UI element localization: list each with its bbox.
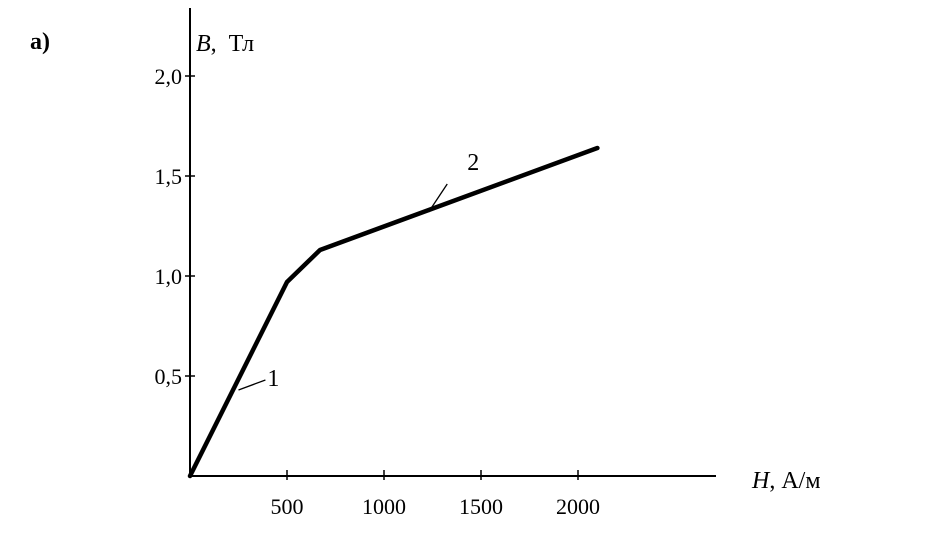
leader-line <box>238 379 266 391</box>
x-tick-label: 2000 <box>556 494 600 519</box>
x-tick-label: 500 <box>271 494 304 519</box>
x-tick-label: 1000 <box>362 494 406 519</box>
y-ticks: 0,5 1,0 1,5 2,0 <box>155 64 195 389</box>
curve-label: 1 <box>267 366 279 392</box>
y-tick-label: 0,5 <box>155 364 183 389</box>
y-tick-label: 2,0 <box>155 64 183 89</box>
x-axis-symbol: H <box>751 468 771 494</box>
x-axis-unit: , А/м <box>769 468 820 494</box>
x-axis-title: H, А/м <box>751 468 821 494</box>
y-tick-label: 1,5 <box>155 164 183 189</box>
curve-label: 2 <box>467 150 479 176</box>
y-tick-label: 1,0 <box>155 264 183 289</box>
x-ticks: 500 1000 1500 2000 <box>271 470 600 519</box>
series-line <box>187 145 600 479</box>
leader-line <box>428 183 448 213</box>
y-axis-unit: , Тл <box>211 31 254 57</box>
y-axis-symbol: B <box>196 31 211 57</box>
y-axis-title: B, Тл <box>196 31 254 57</box>
annotations: 12 <box>238 150 479 392</box>
panel-label: а) <box>30 29 50 55</box>
x-tick-label: 1500 <box>459 494 503 519</box>
